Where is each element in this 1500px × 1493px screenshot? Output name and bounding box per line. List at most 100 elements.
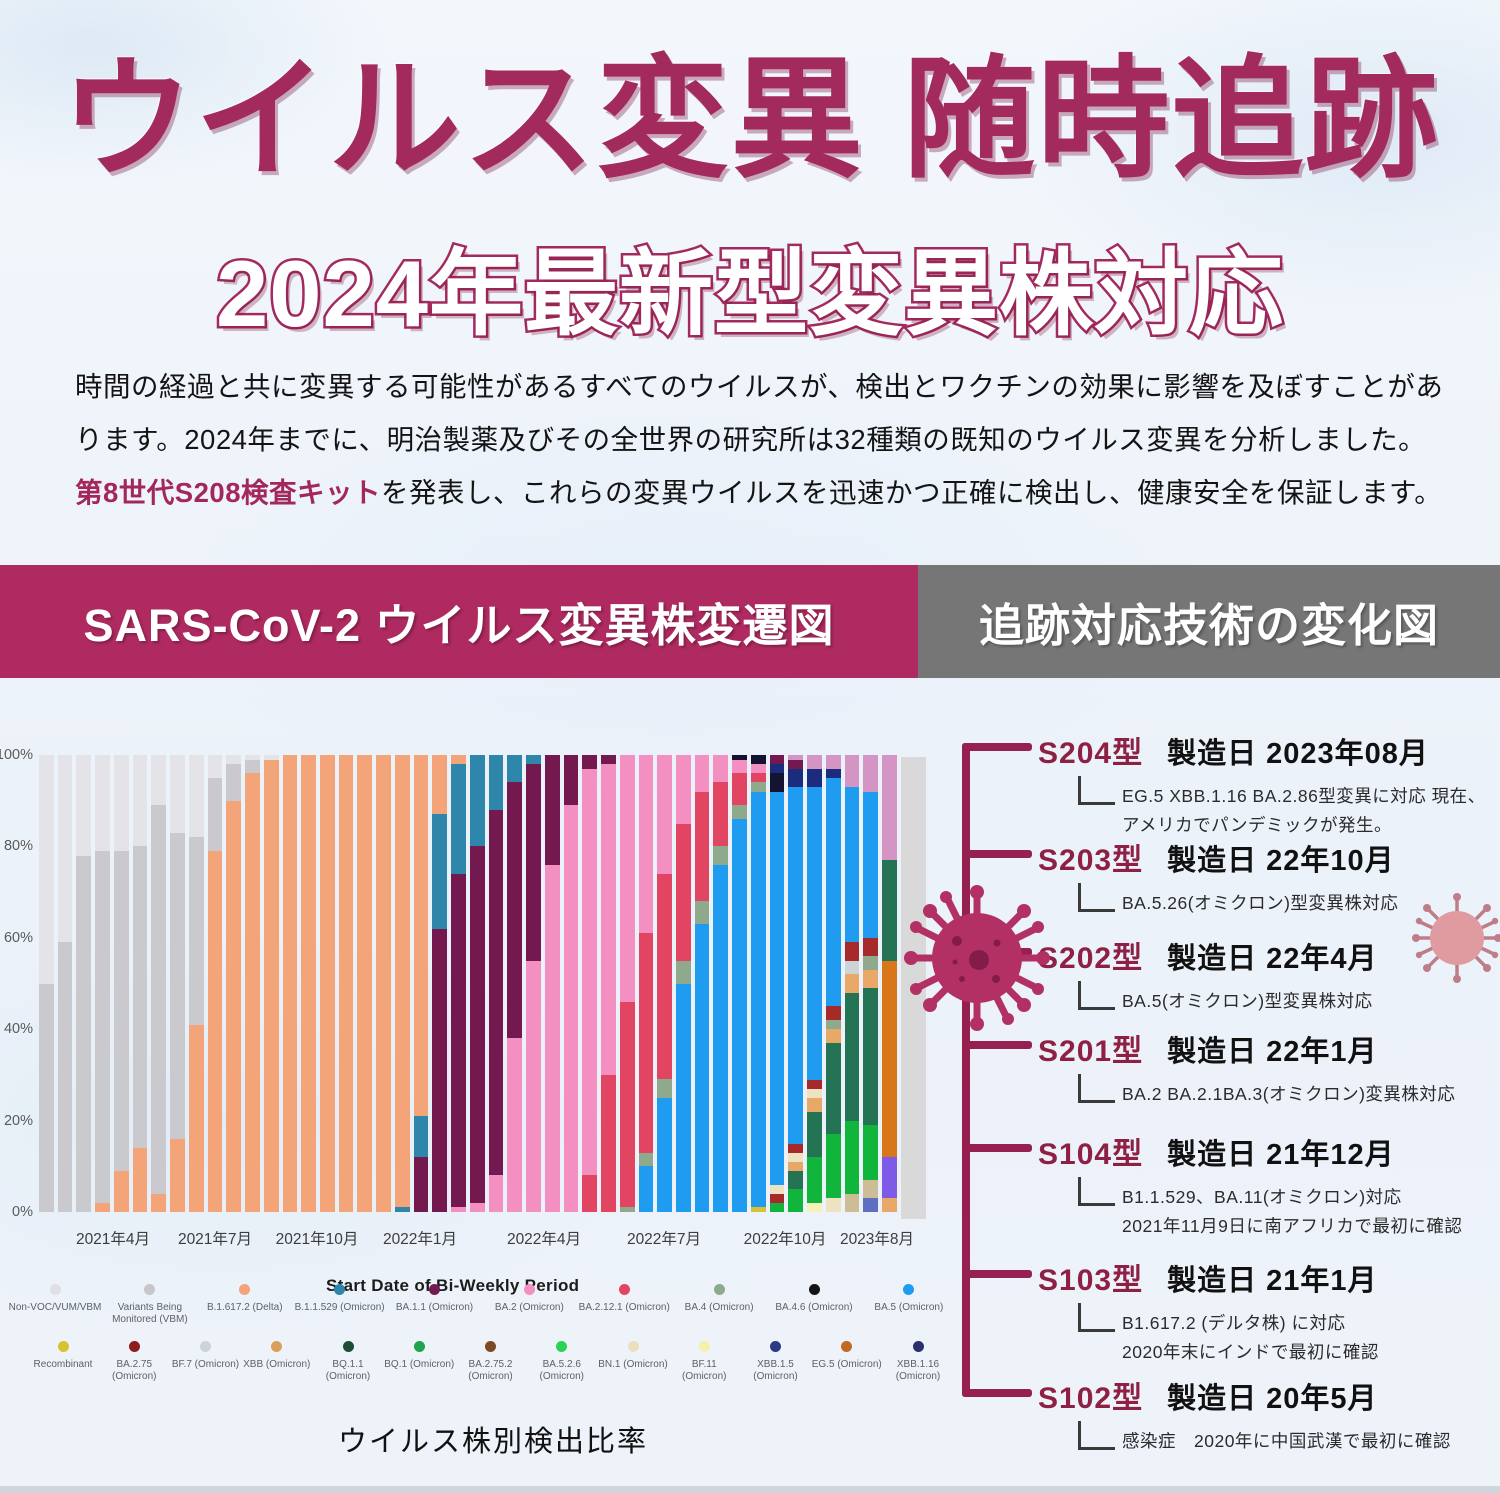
bar-segment-DL <box>282 755 298 1212</box>
chart-legend-row-1: Non-VOC/VUM/VBM Variants Being Monitored … <box>8 1284 956 1325</box>
legend-dot-icon <box>128 1341 140 1352</box>
legend-label: BA.2.75.2 (Omicron) <box>468 1359 513 1382</box>
bar-segment-DL <box>226 800 242 1212</box>
legend-label: BN.1 (Omicron) <box>598 1359 668 1370</box>
bar-segment-XBB <box>825 1029 841 1043</box>
legend-item: Non-VOC/VUM/VBM <box>8 1284 102 1325</box>
legend-label: B.1.617.2 (Delta) <box>206 1302 283 1313</box>
legend-dot-icon <box>485 1341 496 1352</box>
bar-segment-A2 <box>619 755 635 1002</box>
bar-segment-A11 <box>563 755 579 806</box>
bar-segment-A5 <box>825 777 841 1007</box>
bar-segment-VBM <box>151 805 167 1194</box>
manufacture-date: 製造日 21年12月 <box>1167 1139 1395 1171</box>
elbow-connector-icon <box>1078 883 1115 912</box>
coronavirus-icon-small <box>1412 893 1500 983</box>
bar-segment-DL <box>413 755 429 1117</box>
legend-dot-icon <box>770 1341 781 1352</box>
bar-segment-RC <box>750 1207 766 1212</box>
manufacture-date: 製造日 22年10月 <box>1167 845 1395 877</box>
stacked-bar <box>844 755 860 1212</box>
bar-segment-DL <box>394 755 410 1208</box>
bar-segment-XBB <box>882 1198 897 1212</box>
bar-segment-NV <box>76 755 92 856</box>
x-tick-label: 2022年10月 <box>743 1231 827 1248</box>
bar-segment-A4 <box>675 960 691 984</box>
legend-label: XBB.1.16 (Omicron) <box>895 1359 941 1382</box>
timeline-entry-s202: S202型 製造日 22年4月 BA.5(オミクロン)型変異株対応 <box>1038 933 1488 1016</box>
bar-segment-VBM <box>226 764 242 801</box>
legend-label: XBB.1.5 (Omicron) <box>753 1359 798 1382</box>
bar-segment-BN1 <box>807 1088 822 1098</box>
model-name: S201型 <box>1038 1035 1144 1068</box>
stacked-bar <box>263 755 279 1212</box>
bar-segment-NV <box>226 755 242 765</box>
legend-label: BA.5.2.6 (Omicron) <box>539 1359 584 1382</box>
bar-segment-A275 <box>807 1079 822 1089</box>
entry-description: BA.2 BA.2.1BA.3(オミクロン)変異株対応 <box>1122 1084 1456 1104</box>
bar-segment-A212 <box>638 933 654 1153</box>
bar-segment-A275 <box>863 937 879 957</box>
legend-dot-icon <box>239 1284 251 1295</box>
bar-segment-A2 <box>582 768 598 1176</box>
stacked-bar <box>245 755 260 1212</box>
bar-segment-VBM <box>95 851 110 1203</box>
timeline-entry-title: S102型 製造日 20年5月 <box>1038 1373 1488 1417</box>
stacked-bar <box>507 755 523 1212</box>
stacked-bar <box>357 755 373 1212</box>
bar-segment-A5 <box>844 787 860 943</box>
legend-label: B.1.1.529 (Omicron) <box>294 1302 385 1313</box>
manufacture-date: 製造日 20年5月 <box>1167 1383 1378 1415</box>
bar-segment-NV <box>188 755 204 838</box>
bar-segment-A2 <box>507 1038 523 1212</box>
legend-label: BA.2.75 (Omicron) <box>112 1359 157 1382</box>
y-axis-labels: 100% 80% 60% 40% 20% 0% <box>0 747 33 1220</box>
bar-segment-A4 <box>694 901 710 925</box>
timeline-stub <box>962 1144 1032 1152</box>
bar-segment-A5 <box>694 924 710 1212</box>
bar-segment-NV <box>132 755 148 847</box>
bar-segment-A2 <box>657 755 672 874</box>
bar-segment-A5 <box>675 983 691 1212</box>
elbow-connector-icon <box>1078 1303 1115 1332</box>
y-tick-label: 0% <box>12 1204 33 1220</box>
section-header-variant-chart: SARS-CoV-2 ウイルス変異株変遷図 <box>0 565 918 678</box>
legend-label: Non-VOC/VUM/VBM <box>8 1302 102 1313</box>
bar-segment-A11 <box>526 764 541 961</box>
bar-segment-A2 <box>488 1175 504 1212</box>
stacked-bar <box>113 755 129 1212</box>
bar-segment-NV <box>151 755 167 806</box>
page-subtitle: 2024年最新型変異株対応 <box>213 239 1285 349</box>
stacked-bar <box>732 755 747 1212</box>
bar-segment-A4 <box>619 1207 635 1212</box>
timeline-entry-title: S204型 製造日 2023年08月 <box>1038 728 1488 772</box>
bar-segment-MV <box>844 755 860 788</box>
bar-segment-NV <box>39 755 54 984</box>
bar-segment-BQ1 <box>825 1134 841 1199</box>
bar-segment-VBM <box>57 942 73 1212</box>
legend-item: BA.2.75 (Omicron) <box>99 1341 169 1382</box>
intro-paragraph: 時間の経過と共に変異する可能性があるすべてのウイルスが、検出とワクチンの効果に影… <box>75 360 1445 519</box>
x-tick-label: 2021年10月 <box>275 1231 359 1248</box>
stacked-bar <box>95 755 110 1212</box>
bar-segment-XBB <box>863 969 879 989</box>
x-tick-label: 2022年1月 <box>382 1231 458 1248</box>
bar-segment-NV <box>57 755 73 943</box>
bar-segment-DL <box>320 755 335 1212</box>
legend-dot-icon <box>429 1284 440 1295</box>
chart-caption: ウイルス株別検出比率 <box>338 1426 649 1458</box>
bar-segment-A11 <box>769 755 785 765</box>
legend-label: BA.2 (Omicron) <box>494 1302 564 1313</box>
timeline-entry-title: S103型 製造日 21年1月 <box>1038 1255 1488 1299</box>
legend-label: BA.1.1 (Omicron) <box>395 1302 474 1313</box>
y-tick-label: 40% <box>3 1021 33 1038</box>
bar-segment-A5 <box>788 787 804 1144</box>
bar-segment-A2 <box>638 755 654 934</box>
bar-segment-A5 <box>638 1166 654 1212</box>
legend-dot-icon <box>713 1284 725 1295</box>
stacked-bar <box>563 755 579 1212</box>
bar-segment-A212 <box>582 1175 598 1212</box>
bar-segment-NV <box>170 755 185 833</box>
elbow-connector-icon <box>1078 981 1115 1010</box>
